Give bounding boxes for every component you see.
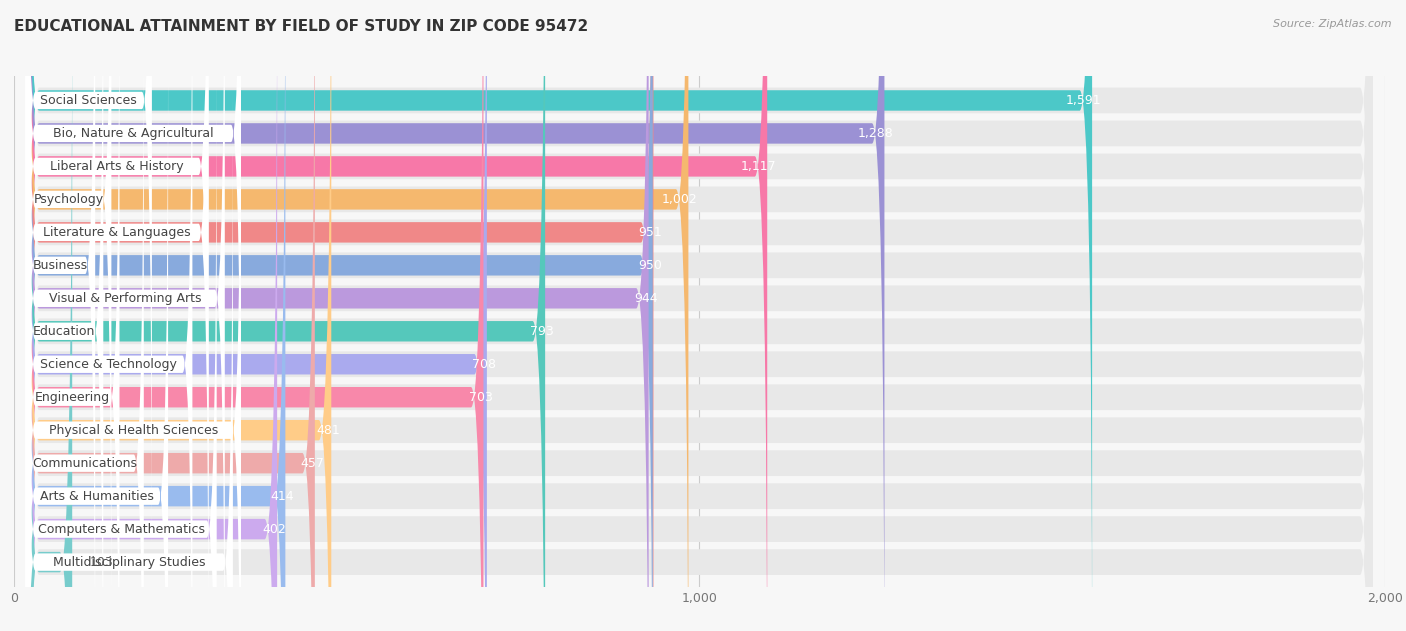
Text: Education: Education: [34, 325, 96, 338]
Text: Computers & Mathematics: Computers & Mathematics: [38, 522, 204, 536]
Text: Psychology: Psychology: [34, 193, 104, 206]
Text: 1,002: 1,002: [662, 193, 697, 206]
FancyBboxPatch shape: [27, 0, 1372, 631]
Text: Business: Business: [32, 259, 87, 272]
FancyBboxPatch shape: [25, 0, 103, 631]
FancyBboxPatch shape: [27, 0, 1372, 631]
FancyBboxPatch shape: [25, 0, 225, 631]
Text: Arts & Humanities: Arts & Humanities: [39, 490, 153, 503]
FancyBboxPatch shape: [27, 0, 884, 631]
Text: 950: 950: [638, 259, 662, 272]
FancyBboxPatch shape: [27, 0, 1372, 631]
Text: Literature & Languages: Literature & Languages: [44, 226, 191, 239]
FancyBboxPatch shape: [27, 0, 1092, 631]
Text: Multidisciplinary Studies: Multidisciplinary Studies: [53, 556, 205, 569]
FancyBboxPatch shape: [25, 0, 96, 631]
FancyBboxPatch shape: [27, 0, 1372, 631]
Text: 944: 944: [634, 292, 658, 305]
FancyBboxPatch shape: [27, 0, 277, 631]
FancyBboxPatch shape: [27, 0, 1372, 631]
FancyBboxPatch shape: [27, 0, 1372, 631]
Text: 793: 793: [530, 325, 554, 338]
FancyBboxPatch shape: [27, 0, 546, 631]
FancyBboxPatch shape: [25, 0, 193, 631]
FancyBboxPatch shape: [27, 0, 285, 631]
FancyBboxPatch shape: [27, 0, 1372, 631]
Text: Engineering: Engineering: [35, 391, 110, 404]
FancyBboxPatch shape: [27, 0, 1372, 631]
Text: 708: 708: [472, 358, 496, 371]
Text: Visual & Performing Arts: Visual & Performing Arts: [49, 292, 201, 305]
FancyBboxPatch shape: [25, 25, 169, 631]
Text: Social Sciences: Social Sciences: [41, 94, 136, 107]
FancyBboxPatch shape: [25, 0, 240, 604]
Text: Science & Technology: Science & Technology: [41, 358, 177, 371]
FancyBboxPatch shape: [27, 0, 652, 631]
FancyBboxPatch shape: [25, 0, 208, 631]
Text: 1,117: 1,117: [741, 160, 776, 173]
Text: Liberal Arts & History: Liberal Arts & History: [51, 160, 184, 173]
FancyBboxPatch shape: [25, 0, 120, 631]
FancyBboxPatch shape: [27, 0, 1372, 631]
Text: 103: 103: [90, 556, 114, 569]
FancyBboxPatch shape: [27, 0, 315, 631]
FancyBboxPatch shape: [25, 91, 233, 631]
FancyBboxPatch shape: [27, 0, 1372, 631]
Text: Communications: Communications: [32, 457, 138, 469]
FancyBboxPatch shape: [27, 0, 689, 631]
Text: 457: 457: [299, 457, 323, 469]
FancyBboxPatch shape: [27, 0, 1372, 631]
FancyBboxPatch shape: [25, 0, 152, 572]
Text: 703: 703: [468, 391, 492, 404]
FancyBboxPatch shape: [27, 0, 486, 631]
FancyBboxPatch shape: [27, 0, 484, 631]
Text: Source: ZipAtlas.com: Source: ZipAtlas.com: [1274, 19, 1392, 29]
Text: 481: 481: [316, 423, 340, 437]
Text: EDUCATIONAL ATTAINMENT BY FIELD OF STUDY IN ZIP CODE 95472: EDUCATIONAL ATTAINMENT BY FIELD OF STUDY…: [14, 19, 588, 34]
Text: Physical & Health Sciences: Physical & Health Sciences: [49, 423, 218, 437]
FancyBboxPatch shape: [27, 0, 332, 631]
FancyBboxPatch shape: [25, 0, 208, 631]
FancyBboxPatch shape: [25, 58, 217, 631]
Text: 414: 414: [271, 490, 294, 503]
Text: 402: 402: [263, 522, 287, 536]
FancyBboxPatch shape: [25, 0, 111, 631]
FancyBboxPatch shape: [27, 0, 1372, 631]
FancyBboxPatch shape: [27, 0, 1372, 631]
FancyBboxPatch shape: [27, 0, 648, 631]
FancyBboxPatch shape: [27, 0, 768, 631]
FancyBboxPatch shape: [25, 0, 240, 631]
Text: Bio, Nature & Agricultural: Bio, Nature & Agricultural: [53, 127, 214, 140]
FancyBboxPatch shape: [27, 0, 654, 631]
FancyBboxPatch shape: [27, 0, 72, 631]
FancyBboxPatch shape: [27, 0, 1372, 631]
FancyBboxPatch shape: [27, 0, 1372, 631]
Text: 951: 951: [638, 226, 662, 239]
Text: 1,591: 1,591: [1066, 94, 1101, 107]
Text: 1,288: 1,288: [858, 127, 893, 140]
FancyBboxPatch shape: [25, 0, 143, 631]
